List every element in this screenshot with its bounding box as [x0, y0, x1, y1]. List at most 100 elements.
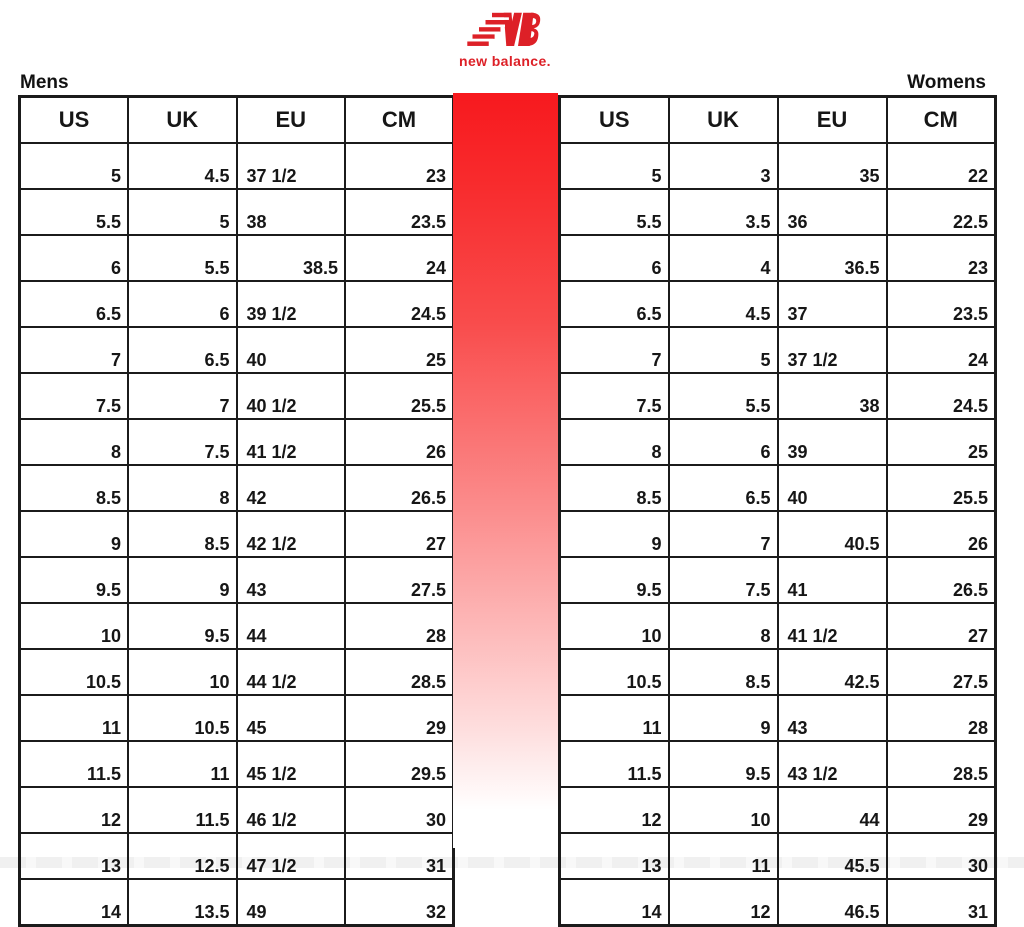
table-row: 7.5 7 40 1/2 25.5	[18, 372, 455, 420]
cell-us: 10	[558, 602, 670, 650]
cell-cm: 22.5	[885, 188, 997, 236]
mens-label: Mens	[20, 72, 69, 93]
table-row: 10.5 8.5 42.5 27.5	[558, 648, 997, 696]
cell-eu: 44 1/2	[235, 648, 346, 696]
table-row: 5 3 35 22	[558, 142, 997, 190]
cell-eu: 36	[776, 188, 888, 236]
cell-cm: 23	[344, 142, 455, 190]
cell-eu: 46.5	[776, 878, 888, 927]
table-row: 10 9.5 44 28	[18, 602, 455, 650]
cell-us: 12	[18, 786, 129, 834]
page-bottom-edge	[0, 857, 1024, 868]
cell-eu: 40.5	[776, 510, 888, 558]
cell-uk: 5	[667, 326, 779, 374]
cell-us: 10	[18, 602, 129, 650]
column-header-uk: UK	[127, 95, 238, 144]
cell-eu: 42	[235, 464, 346, 512]
cell-uk: 8.5	[667, 648, 779, 696]
column-header-eu: EU	[235, 95, 346, 144]
cell-uk: 9.5	[127, 602, 238, 650]
cell-eu: 38	[235, 188, 346, 236]
table-row: 5.5 5 38 23.5	[18, 188, 455, 236]
cell-uk: 11.5	[127, 786, 238, 834]
cell-us: 13	[558, 832, 670, 880]
table-row: 11 9 43 28	[558, 694, 997, 742]
new-balance-logo: new balance.	[440, 10, 570, 76]
cell-eu: 46 1/2	[235, 786, 346, 834]
cell-us: 7	[558, 326, 670, 374]
table-row: 10.5 10 44 1/2 28.5	[18, 648, 455, 696]
cell-cm: 32	[344, 878, 455, 927]
cell-uk: 9.5	[667, 740, 779, 788]
cell-cm: 27	[344, 510, 455, 558]
cell-cm: 25	[885, 418, 997, 466]
cell-cm: 22	[885, 142, 997, 190]
cell-us: 8.5	[18, 464, 129, 512]
cell-uk: 4.5	[127, 142, 238, 190]
cell-us: 6	[18, 234, 129, 282]
cell-uk: 6	[667, 418, 779, 466]
cell-eu: 41	[776, 556, 888, 604]
cell-uk: 4.5	[667, 280, 779, 328]
cell-uk: 10	[667, 786, 779, 834]
cell-cm: 28	[344, 602, 455, 650]
cell-eu: 41 1/2	[776, 602, 888, 650]
cell-cm: 23.5	[344, 188, 455, 236]
cell-eu: 39 1/2	[235, 280, 346, 328]
table-row: 7 6.5 40 25	[18, 326, 455, 374]
red-gradient-stripe	[453, 93, 558, 848]
column-header-us: US	[558, 95, 670, 144]
cell-us: 9.5	[558, 556, 670, 604]
table-row: 5.5 3.5 36 22.5	[558, 188, 997, 236]
table-row: 9.5 9 43 27.5	[18, 556, 455, 604]
cell-cm: 29	[344, 694, 455, 742]
cell-uk: 4	[667, 234, 779, 282]
cell-cm: 30	[344, 786, 455, 834]
cell-cm: 28.5	[885, 740, 997, 788]
cell-us: 7	[18, 326, 129, 374]
cell-us: 14	[18, 878, 129, 927]
cell-eu: 37 1/2	[776, 326, 888, 374]
womens-label: Womens	[907, 72, 986, 93]
table-row: 8 7.5 41 1/2 26	[18, 418, 455, 466]
cell-eu: 45 1/2	[235, 740, 346, 788]
cell-us: 14	[558, 878, 670, 927]
cell-uk: 7.5	[127, 418, 238, 466]
cell-eu: 35	[776, 142, 888, 190]
cell-us: 7.5	[558, 372, 670, 420]
cell-uk: 13.5	[127, 878, 238, 927]
table-row: 14 13.5 49 32	[18, 878, 455, 927]
cell-cm: 27.5	[344, 556, 455, 604]
cell-us: 9	[558, 510, 670, 558]
table-row: 10 8 41 1/2 27	[558, 602, 997, 650]
cell-eu: 43	[235, 556, 346, 604]
mens-size-table: US UK EU CM 5 4.5 37 1/2 23 5.5 5 38 23.5 6 5.5 38.5 24…	[18, 95, 455, 927]
cell-us: 6.5	[18, 280, 129, 328]
table-row: 14 12 46.5 31	[558, 878, 997, 927]
cell-uk: 12.5	[127, 832, 238, 880]
cell-cm: 23.5	[885, 280, 997, 328]
cell-cm: 26.5	[344, 464, 455, 512]
cell-uk: 7.5	[667, 556, 779, 604]
column-header-cm: CM	[344, 95, 455, 144]
cell-us: 8	[558, 418, 670, 466]
cell-eu: 41 1/2	[235, 418, 346, 466]
table-row: 9 7 40.5 26	[558, 510, 997, 558]
table-row: 9 8.5 42 1/2 27	[18, 510, 455, 558]
table-row: 12 11.5 46 1/2 30	[18, 786, 455, 834]
cell-cm: 27	[885, 602, 997, 650]
cell-eu: 47 1/2	[235, 832, 346, 880]
cell-cm: 23	[885, 234, 997, 282]
cell-us: 9.5	[18, 556, 129, 604]
cell-eu: 45	[235, 694, 346, 742]
column-header-eu: EU	[776, 95, 888, 144]
cell-uk: 8	[667, 602, 779, 650]
table-row: 8.5 8 42 26.5	[18, 464, 455, 512]
cell-us: 12	[558, 786, 670, 834]
cell-cm: 24.5	[344, 280, 455, 328]
cell-us: 10.5	[18, 648, 129, 696]
cell-uk: 11	[667, 832, 779, 880]
cell-us: 11	[558, 694, 670, 742]
cell-cm: 25.5	[344, 372, 455, 420]
cell-cm: 28.5	[344, 648, 455, 696]
